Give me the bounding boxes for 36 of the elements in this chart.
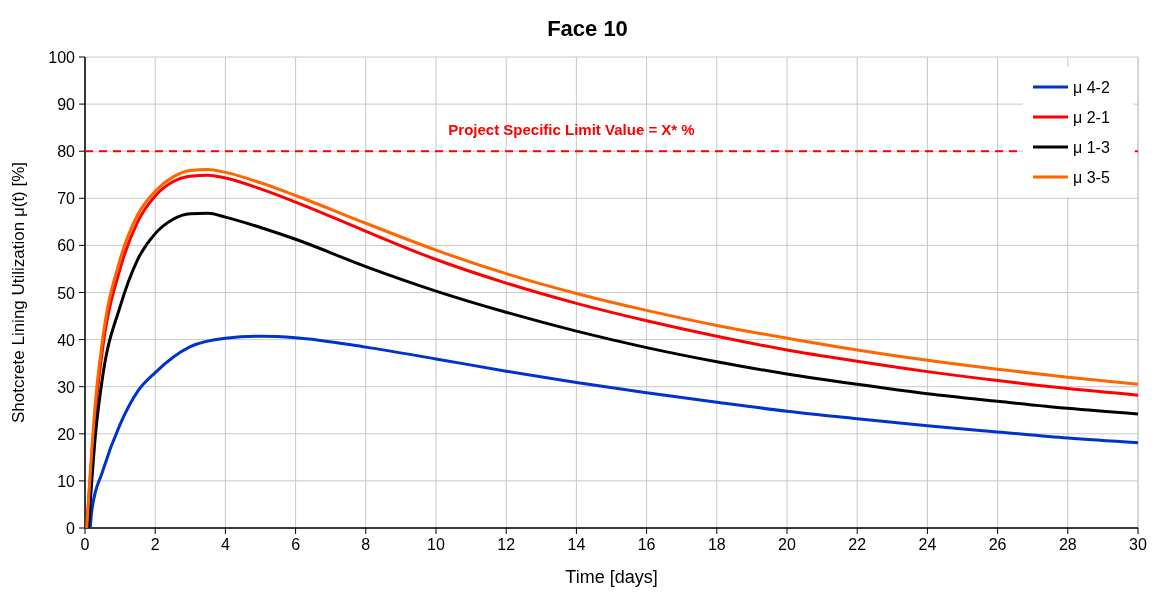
y-tick-label: 100 [48,49,76,66]
x-tick-label: 10 [427,536,445,553]
ref-line-label: Project Specific Limit Value = X* % [448,121,695,139]
y-tick-label: 10 [57,472,76,490]
x-tick-label: 4 [220,536,230,553]
line-series [88,334,1140,530]
x-tick-label: 0 [80,536,90,553]
y-tick-label: 40 [57,331,76,349]
legend-label: μ 3-5 [1073,169,1110,186]
y-tick-label: 0 [66,520,76,537]
y-tick-label: 90 [57,96,76,114]
x-tick-label: 8 [361,536,371,553]
x-tick-label: 22 [848,536,867,553]
y-tick-label: 60 [57,237,76,255]
y-axis-title: Shotcrete Lining Utilization μ(t) [%] [9,161,28,424]
x-tick-label: 20 [778,536,796,553]
x-tick-label: 2 [150,536,160,553]
x-tick-label: 30 [1129,536,1147,553]
x-axis-title: Time [days] [565,567,658,587]
y-tick-label: 70 [57,190,76,208]
legend-label: μ 4-2 [1073,79,1110,96]
x-tick-label: 26 [988,536,1007,553]
legend-label: μ 1-3 [1073,139,1110,156]
y-tick-label: 80 [57,143,76,161]
x-tick-label: 28 [1058,536,1077,553]
y-tick-label: 30 [57,378,76,396]
y-tick-label: 50 [57,284,76,302]
x-tick-label: 6 [291,536,301,553]
x-tick-label: 24 [918,536,937,553]
x-tick-label: 18 [707,536,726,553]
x-tick-label: 16 [637,536,656,553]
x-tick-label: 14 [567,536,586,553]
chart-title: Face 10 [547,16,628,41]
x-tick-label: 12 [497,536,516,553]
legend-label: μ 2-1 [1073,109,1110,126]
y-tick-label: 20 [57,425,76,443]
